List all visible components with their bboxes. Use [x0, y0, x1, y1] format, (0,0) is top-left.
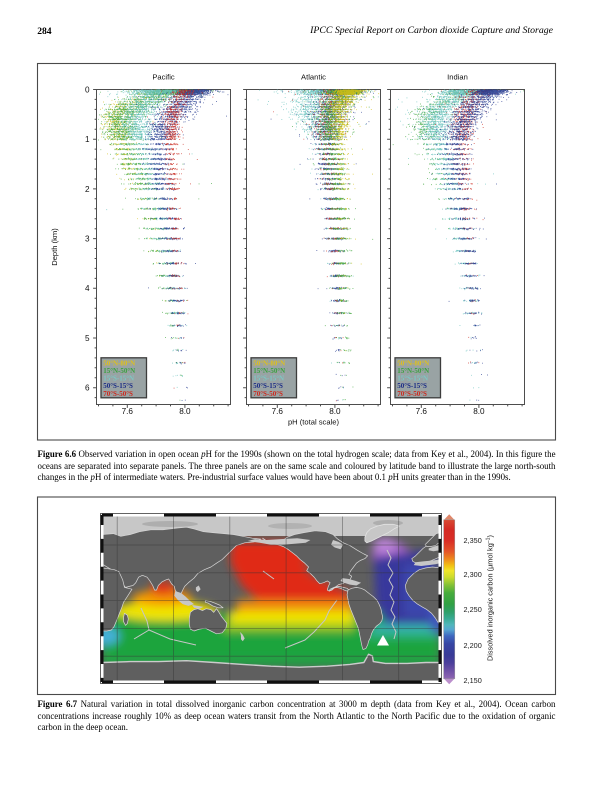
svg-text:50°S-15°S: 50°S-15°S — [253, 382, 283, 390]
svg-text:2: 2 — [85, 185, 90, 194]
svg-text:8.0: 8.0 — [179, 407, 191, 416]
svg-text:15°N-50°N: 15°N-50°N — [253, 367, 285, 375]
svg-text:2,150: 2,150 — [464, 676, 482, 685]
svg-text:50°S-15°S: 50°S-15°S — [103, 382, 133, 390]
svg-text:pH (total scale): pH (total scale) — [288, 418, 340, 427]
svg-text:50°N-80°N: 50°N-80°N — [253, 360, 285, 368]
svg-text:2,200: 2,200 — [464, 641, 482, 650]
svg-text:15°N-50°N: 15°N-50°N — [397, 367, 429, 375]
svg-text:50°N-80°N: 50°N-80°N — [397, 360, 429, 368]
svg-text:2,300: 2,300 — [464, 570, 482, 579]
svg-text:15°N-50°N: 15°N-50°N — [103, 367, 135, 375]
svg-text:8.0: 8.0 — [329, 407, 341, 416]
svg-text:0: 0 — [85, 85, 90, 94]
svg-text:7.6: 7.6 — [272, 407, 284, 416]
svg-text:Dissolved inorganic carbon (µm: Dissolved inorganic carbon (µmol kg–1) — [486, 535, 495, 661]
svg-text:4: 4 — [85, 284, 90, 293]
svg-text:15°S-15°N: 15°S-15°N — [253, 375, 284, 383]
svg-text:50°N-80°N: 50°N-80°N — [103, 360, 135, 368]
svg-text:8.0: 8.0 — [473, 407, 485, 416]
svg-text:15°S-15°N: 15°S-15°N — [397, 375, 428, 383]
svg-text:70°S-50°S: 70°S-50°S — [397, 390, 427, 398]
svg-text:5: 5 — [85, 334, 90, 343]
svg-text:Indian: Indian — [447, 73, 468, 82]
svg-text:50°S-15°S: 50°S-15°S — [397, 382, 427, 390]
svg-text:70°S-50°S: 70°S-50°S — [253, 390, 283, 398]
svg-text:1: 1 — [85, 135, 90, 144]
svg-text:2,250: 2,250 — [464, 605, 482, 614]
svg-text:70°S-50°S: 70°S-50°S — [103, 390, 133, 398]
svg-text:Atlantic: Atlantic — [301, 73, 326, 82]
svg-text:3: 3 — [85, 235, 90, 244]
svg-text:6: 6 — [85, 384, 90, 393]
svg-text:Depth (km): Depth (km) — [50, 228, 59, 266]
svg-text:Pacific: Pacific — [152, 73, 175, 82]
svg-text:15°S-15°N: 15°S-15°N — [103, 375, 134, 383]
svg-text:7.6: 7.6 — [122, 407, 134, 416]
svg-text:2,350: 2,350 — [464, 536, 482, 545]
svg-text:7.6: 7.6 — [416, 407, 428, 416]
